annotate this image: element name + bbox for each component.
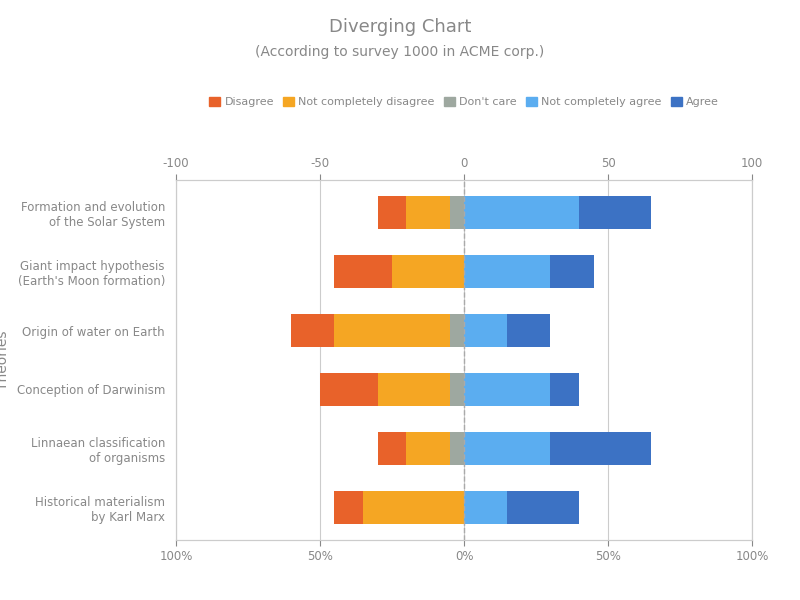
Bar (334, 491, 363, 524)
Text: Diverging Chart: Diverging Chart (329, 18, 471, 36)
Bar (450, 432, 464, 464)
Bar (392, 256, 464, 288)
Bar (291, 314, 334, 347)
Bar (579, 196, 651, 229)
Bar (464, 256, 550, 288)
Bar (507, 491, 579, 524)
Bar (406, 196, 450, 229)
Bar (334, 256, 392, 288)
Bar (450, 314, 464, 347)
Bar (320, 373, 378, 406)
Y-axis label: Theories: Theories (0, 330, 10, 390)
Bar (464, 491, 507, 524)
Bar (406, 432, 450, 464)
Bar (378, 432, 406, 464)
Bar (464, 373, 550, 406)
Bar (550, 256, 594, 288)
Text: (According to survey 1000 in ACME corp.): (According to survey 1000 in ACME corp.) (255, 45, 545, 59)
Bar (507, 314, 550, 347)
Bar (464, 314, 507, 347)
Bar (378, 373, 450, 406)
Bar (363, 491, 464, 524)
Bar (334, 314, 450, 347)
Bar (378, 196, 406, 229)
Bar (550, 432, 651, 464)
Bar (464, 432, 550, 464)
Bar (464, 196, 579, 229)
Legend: Disagree, Not completely disagree, Don't care, Not completely agree, Agree: Disagree, Not completely disagree, Don't… (205, 92, 723, 112)
Bar (450, 196, 464, 229)
Bar (550, 373, 579, 406)
Bar (450, 373, 464, 406)
